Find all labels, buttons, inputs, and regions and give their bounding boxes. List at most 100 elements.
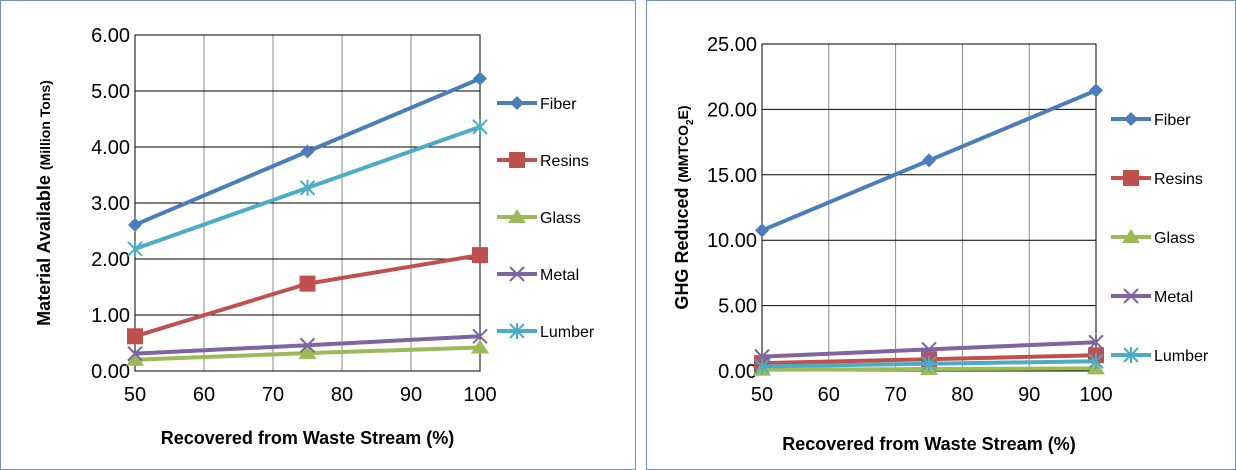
right-legend-item-lumber: Lumber: [1111, 347, 1209, 365]
left-chart-border: [0, 0, 636, 470]
right-legend-label-glass: Glass: [1154, 230, 1195, 247]
left-x-tick-70: 70: [262, 384, 284, 406]
right-point-metal-75-stroke-b: [921, 341, 937, 358]
right-legend-marker-metal: [1123, 288, 1139, 304]
left-x-tick-90: 90: [400, 384, 422, 406]
left-x-tick-50: 50: [124, 384, 146, 406]
left-y-tick-2-00: 2.00: [91, 249, 130, 271]
left-point-glass-100: [471, 339, 489, 354]
left-series-glass: [126, 339, 489, 366]
left-y-tick-0-00: 0.00: [91, 361, 130, 383]
left-legend-marker-resins: [509, 152, 525, 168]
left-y-axis-label: Material Available (Million Tons): [34, 80, 54, 326]
left-point-metal-50-stroke-b: [127, 345, 143, 362]
left-y-tick-6-00: 6.00: [91, 25, 130, 47]
left-x-tick-100: 100: [463, 384, 496, 406]
right-point-lumber-50: [754, 358, 770, 375]
left-point-resins-50: [127, 328, 143, 345]
left-series-fiber: [128, 71, 487, 232]
left-point-metal-100-stroke-b: [472, 328, 488, 344]
right-x-tick-labels: 50 60 70 80 90 100: [751, 384, 1113, 406]
left-legend-marker-metal: [509, 266, 525, 282]
right-point-lumber-100: [1088, 353, 1104, 370]
left-legend: Fiber Resins Glass Metal Lumber: [497, 96, 595, 341]
left-point-fiber-75: [300, 144, 315, 159]
left-x-tick-60: 60: [193, 384, 215, 406]
right-x-tick-90: 90: [1018, 384, 1040, 406]
right-legend-marker-resins: [1123, 170, 1139, 186]
left-plot-area: [134, 34, 481, 372]
left-series-lumber: [127, 118, 488, 257]
right-y-tick-0-00: 0.00: [718, 361, 757, 383]
left-legend-item-resins: Resins: [497, 152, 589, 170]
right-legend-item-fiber: Fiber: [1111, 112, 1191, 129]
left-legend-item-glass: Glass: [497, 209, 581, 227]
left-point-fiber-50: [128, 217, 142, 232]
right-y-axis-label: GHG Reduced (MMTCO2E): [672, 105, 696, 309]
left-point-glass-50: [126, 351, 144, 366]
right-legend-label-metal: Metal: [1154, 289, 1193, 306]
left-point-metal-75-stroke-b: [299, 337, 316, 353]
left-point-resins-100: [472, 247, 488, 264]
right-point-metal-75: [921, 341, 937, 358]
chart-panel-ghg-reduced: 50 60 70 80 90 100 0.00 5.00 10.00 15.00 20.00 25.0…: [646, 0, 1236, 470]
right-y-tick-10-00: 10.00: [707, 230, 757, 252]
right-series-fiber: [755, 83, 1103, 238]
right-y-tick-5-00: 5.00: [718, 296, 757, 318]
right-x-tick-60: 60: [818, 384, 840, 406]
right-y-tick-25-00: 25.00: [707, 34, 757, 56]
left-y-tick-5-00: 5.00: [91, 81, 130, 103]
left-point-lumber-75: [299, 179, 316, 196]
right-x-tick-50: 50: [751, 384, 773, 406]
left-point-fiber-100: [473, 71, 487, 86]
left-legend-marker-metal-stroke-b: [509, 266, 525, 282]
left-point-resins-75: [299, 275, 316, 292]
left-y-tick-labels: 0.00 1.00 2.00 3.00 4.00 5.00 6.00: [91, 25, 130, 383]
right-legend-item-resins: Resins: [1111, 170, 1203, 188]
right-legend-marker-metal-stroke-b: [1123, 288, 1139, 304]
right-x-axis-label: Recovered from Waste Stream (%): [782, 434, 1075, 454]
right-point-fiber-50: [755, 223, 769, 238]
left-series-metal: [127, 328, 488, 362]
left-y-axis-label-unit: (Million Tons): [37, 80, 53, 170]
left-y-axis-label-main: Material Available: [34, 170, 54, 326]
left-point-glass-75: [298, 345, 317, 360]
right-series-lumber: [754, 353, 1104, 375]
right-y-axis-label-unit: (MMTCO: [675, 125, 691, 183]
right-x-tick-100: 100: [1079, 384, 1112, 406]
left-y-tick-3-00: 3.00: [91, 193, 130, 215]
right-legend-label-resins: Resins: [1154, 171, 1203, 188]
right-legend-item-metal: Metal: [1111, 288, 1193, 306]
right-point-lumber-75: [921, 355, 937, 372]
right-y-axis-label-unit-end: E): [675, 105, 691, 119]
right-legend-label-lumber: Lumber: [1154, 348, 1209, 365]
chart-panel-material-available: 50 60 70 80 90 100 0.00 1.00 2.00 3.00 4.00 5.00 6.0…: [0, 0, 636, 470]
left-point-metal-50: [127, 345, 143, 362]
right-x-tick-80: 80: [951, 384, 973, 406]
left-legend-label-glass: Glass: [540, 210, 581, 227]
left-legend-label-lumber: Lumber: [540, 324, 595, 341]
left-y-tick-1-00: 1.00: [91, 305, 130, 327]
right-x-tick-70: 70: [884, 384, 906, 406]
right-legend-marker-fiber: [1124, 112, 1138, 126]
left-point-lumber-50: [127, 240, 143, 257]
left-legend-item-lumber: Lumber: [497, 323, 595, 341]
right-y-tick-20-00: 20.00: [707, 99, 757, 121]
right-legend-label-fiber: Fiber: [1154, 112, 1191, 129]
left-legend-label-resins: Resins: [540, 153, 589, 170]
left-x-tick-80: 80: [331, 384, 353, 406]
right-legend-item-glass: Glass: [1111, 229, 1195, 247]
right-legend-marker-lumber: [1123, 347, 1139, 363]
ghg-reduced-chart: 50 60 70 80 90 100 0.00 5.00 10.00 15.00 20.00 25.0…: [646, 0, 1236, 470]
left-y-tick-4-00: 4.00: [91, 137, 130, 159]
right-y-tick-labels: 0.00 5.00 10.00 15.00 20.00 25.00: [707, 34, 757, 383]
right-point-fiber-75: [922, 153, 936, 168]
left-legend-item-fiber: Fiber: [497, 96, 577, 113]
right-y-axis-label-main: GHG Reduced: [672, 183, 692, 310]
right-legend: Fiber Resins Glass Metal Lumber: [1111, 112, 1209, 365]
right-y-tick-15-00: 15.00: [707, 165, 757, 187]
right-point-fiber-100: [1089, 83, 1103, 98]
left-x-axis-label: Recovered from Waste Stream (%): [161, 428, 454, 448]
left-legend-label-metal: Metal: [540, 267, 579, 284]
left-series-resins: [127, 247, 488, 345]
